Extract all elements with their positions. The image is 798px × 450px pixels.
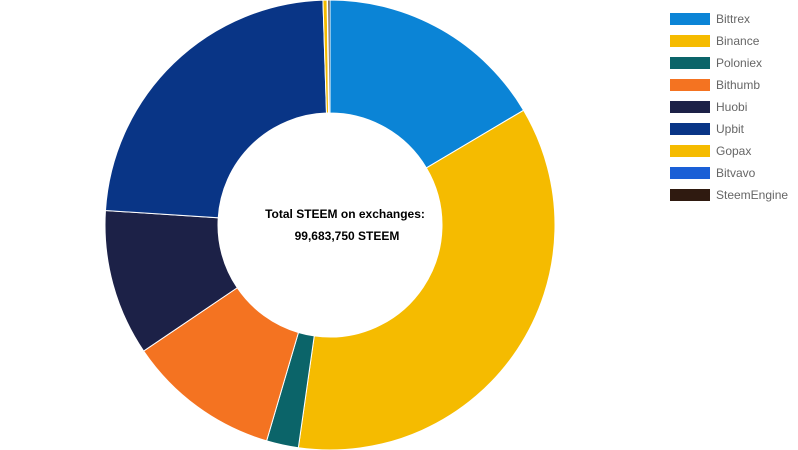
chart-legend: Bittrex Binance Poloniex Bithumb Huobi Upbit G… (670, 8, 788, 206)
slice-binance[interactable] (297, 109, 556, 450)
legend-item-steemengine[interactable]: SteemEngine (670, 184, 788, 206)
legend-label: Bittrex (716, 12, 751, 26)
legend-item-huobi[interactable]: Huobi (670, 96, 788, 118)
legend-swatch (670, 79, 710, 91)
legend-label: Poloniex (716, 56, 763, 70)
legend-label: Binance (716, 34, 760, 48)
legend-item-bittrex[interactable]: Bittrex (670, 8, 788, 30)
center-label-total: 99,683,750 STEEM (295, 229, 400, 243)
legend-swatch (670, 167, 710, 179)
legend-swatch (670, 35, 710, 47)
legend-item-gopax[interactable]: Gopax (670, 140, 788, 162)
legend-swatch (670, 123, 710, 135)
legend-label: Huobi (716, 100, 748, 114)
legend-label: Bitvavo (716, 166, 756, 180)
legend-item-poloniex[interactable]: Poloniex (670, 52, 788, 74)
legend-label: Bithumb (716, 78, 761, 92)
legend-item-bitvavo[interactable]: Bitvavo (670, 162, 788, 184)
slice-bittrex[interactable] (329, 0, 525, 169)
legend-label: Gopax (716, 144, 752, 158)
legend-item-bithumb[interactable]: Bithumb (670, 74, 788, 96)
legend-label: SteemEngine (716, 188, 789, 202)
doughnut-slices (104, 0, 556, 450)
doughnut-chart: Total STEEM on exchanges: 99,683,750 STE… (104, 0, 556, 450)
legend-swatch (670, 189, 710, 201)
legend-swatch (670, 101, 710, 113)
legend-swatch (670, 13, 710, 25)
legend-swatch (670, 145, 710, 157)
legend-swatch (670, 57, 710, 69)
legend-item-upbit[interactable]: Upbit (670, 118, 788, 140)
center-label-title: Total STEEM on exchanges: (265, 207, 425, 221)
legend-label: Upbit (716, 122, 745, 136)
slice-upbit[interactable] (104, 0, 328, 219)
legend-item-binance[interactable]: Binance (670, 30, 788, 52)
slice-steemengine[interactable] (327, 0, 331, 114)
